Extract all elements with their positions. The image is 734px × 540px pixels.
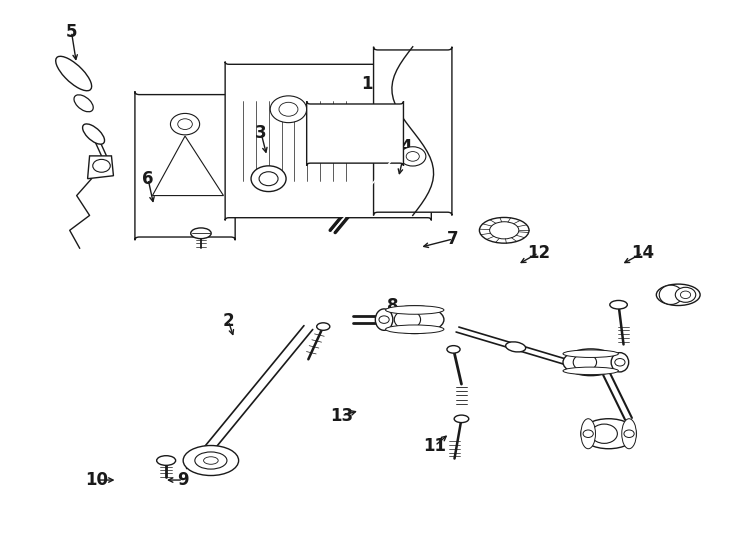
Ellipse shape — [591, 424, 617, 443]
Ellipse shape — [83, 124, 104, 144]
Ellipse shape — [563, 367, 619, 375]
Ellipse shape — [675, 287, 696, 302]
Ellipse shape — [399, 147, 426, 166]
Ellipse shape — [316, 323, 330, 330]
Ellipse shape — [203, 457, 218, 464]
Text: 12: 12 — [527, 244, 550, 262]
Ellipse shape — [447, 346, 460, 353]
Text: 7: 7 — [447, 230, 459, 248]
Ellipse shape — [74, 95, 93, 112]
Ellipse shape — [659, 285, 683, 305]
Ellipse shape — [379, 316, 389, 323]
Ellipse shape — [184, 446, 239, 476]
Text: 10: 10 — [85, 471, 109, 489]
Text: 8: 8 — [387, 298, 399, 315]
Ellipse shape — [624, 430, 634, 437]
FancyBboxPatch shape — [374, 47, 452, 215]
Text: 6: 6 — [142, 170, 154, 188]
Ellipse shape — [56, 56, 92, 91]
Ellipse shape — [191, 228, 211, 239]
Polygon shape — [87, 156, 114, 179]
Text: 9: 9 — [178, 471, 189, 489]
Text: 5: 5 — [65, 23, 77, 40]
Ellipse shape — [563, 349, 619, 376]
Ellipse shape — [385, 325, 444, 334]
Ellipse shape — [170, 113, 200, 135]
Ellipse shape — [563, 350, 619, 357]
Ellipse shape — [479, 218, 529, 243]
Ellipse shape — [406, 152, 419, 161]
Ellipse shape — [583, 430, 593, 437]
Ellipse shape — [610, 300, 628, 309]
Text: 14: 14 — [631, 244, 655, 262]
FancyBboxPatch shape — [135, 91, 235, 240]
Ellipse shape — [270, 96, 307, 123]
Ellipse shape — [656, 284, 700, 306]
Ellipse shape — [156, 456, 175, 465]
Ellipse shape — [622, 418, 636, 449]
Ellipse shape — [581, 418, 595, 449]
Ellipse shape — [581, 418, 636, 449]
Ellipse shape — [506, 342, 526, 352]
Ellipse shape — [394, 310, 421, 329]
Ellipse shape — [490, 222, 519, 239]
Ellipse shape — [375, 309, 393, 330]
Ellipse shape — [615, 359, 625, 366]
Text: 4: 4 — [400, 138, 412, 156]
Ellipse shape — [454, 415, 469, 423]
Text: 3: 3 — [255, 124, 267, 143]
Text: 11: 11 — [424, 437, 446, 455]
Polygon shape — [153, 136, 223, 195]
Text: 2: 2 — [222, 312, 234, 330]
Ellipse shape — [573, 354, 597, 371]
Ellipse shape — [92, 159, 110, 172]
Ellipse shape — [611, 353, 629, 372]
Text: 1: 1 — [361, 75, 373, 93]
FancyBboxPatch shape — [225, 62, 432, 220]
Ellipse shape — [259, 172, 278, 186]
Ellipse shape — [279, 102, 298, 116]
Ellipse shape — [385, 306, 444, 334]
Ellipse shape — [680, 291, 691, 299]
FancyBboxPatch shape — [307, 102, 404, 166]
Text: 13: 13 — [330, 407, 353, 425]
Ellipse shape — [385, 306, 444, 314]
Ellipse shape — [195, 452, 227, 469]
Ellipse shape — [251, 166, 286, 192]
Ellipse shape — [178, 119, 192, 130]
